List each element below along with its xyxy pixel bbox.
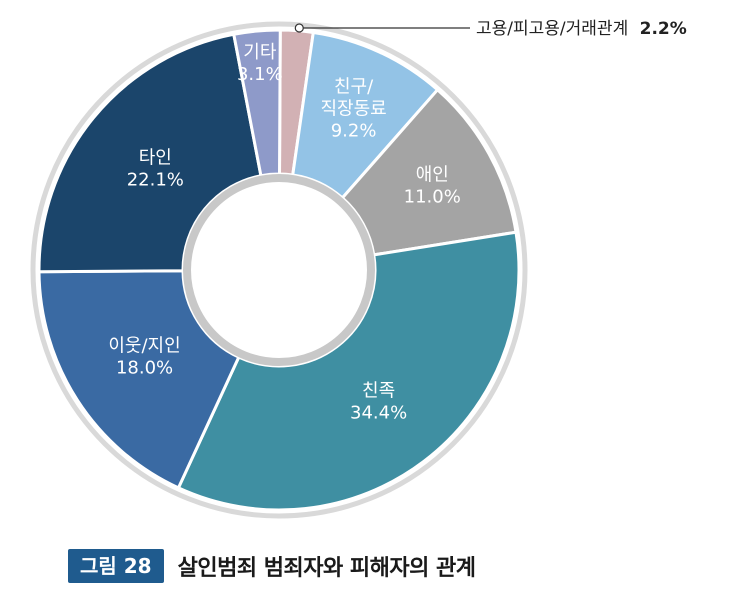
pie-slice	[37, 269, 241, 490]
slice-label: 이웃/지인 18.0%	[108, 336, 180, 379]
slice-label-line: 9.2%	[331, 120, 377, 141]
callout-label: 고용/피고용/거래관계 2.2%	[476, 19, 687, 39]
slice-label: 친구/직장동료 9.2%	[320, 76, 386, 141]
slice-label-line: 친구/	[334, 76, 374, 97]
inner-ring	[183, 174, 375, 366]
slice-label-line: 11.0%	[404, 187, 461, 208]
figure-badge: 그림 28	[68, 549, 164, 583]
callout-dot	[294, 23, 304, 33]
outer-ring	[30, 21, 528, 519]
figure-title: 살인범죄 범죄자와 피해자의 관계	[177, 556, 476, 581]
slice-label-line: 애인	[416, 165, 449, 186]
slice-label-line: 기타	[243, 42, 277, 63]
slice-label-line: 18.0%	[116, 358, 173, 379]
slice-label: 친족 34.4%	[350, 381, 407, 424]
labels-group: 친구/직장동료 9.2% 애인 11.0% 친족 34.4% 이웃/지인 18.0% 타인 22.…	[108, 42, 460, 424]
figure-caption: 그림 28 살인범죄 범죄자와 피해자의 관계	[68, 546, 476, 586]
center-hole	[193, 184, 365, 356]
slice-label-line: 22.1%	[127, 170, 184, 191]
slices-group	[37, 28, 521, 512]
slice-label-line: 이웃/지인	[108, 336, 180, 357]
callout-name: 고용/피고용/거래관계	[476, 19, 628, 39]
callout-value: 2.2%	[640, 19, 687, 39]
slice-label-line: 직장동료	[320, 98, 386, 119]
slice-label-line: 34.4%	[350, 403, 407, 424]
callout-group: 고용/피고용/거래관계 2.2%	[294, 19, 687, 39]
slice-label-line: 3.1%	[237, 64, 283, 85]
slice-label: 기타 3.1%	[237, 42, 283, 85]
slice-label: 타인 22.1%	[127, 148, 184, 191]
slice-label-line: 타인	[139, 148, 172, 169]
slice-label: 애인 11.0%	[404, 165, 461, 208]
donut-chart: 친구/직장동료 9.2% 애인 11.0% 친족 34.4% 이웃/지인 18.0% 타인 22.…	[30, 19, 687, 519]
slice-label-line: 친족	[362, 381, 395, 402]
